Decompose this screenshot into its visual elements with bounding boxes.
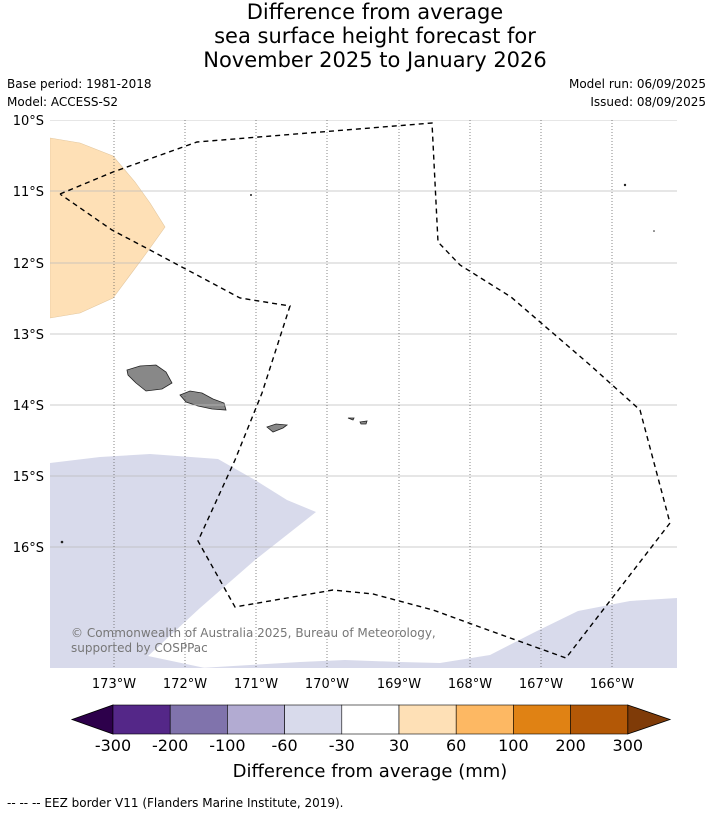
lon-label: 173°W <box>92 677 136 692</box>
meta-left: Base period: 1981-2018 Model: ACCESS-S2 <box>7 75 152 111</box>
lat-label: 12°S <box>13 257 44 272</box>
colorbar-tick-label: 200 <box>555 736 586 755</box>
colorbar-bin <box>284 704 343 735</box>
lon-label: 167°W <box>519 677 563 692</box>
colorbar-bin <box>570 704 629 735</box>
positive-anomaly-region <box>50 137 166 319</box>
land-ofu <box>347 417 355 421</box>
lat-label: 10°S <box>13 114 44 129</box>
negative-anomaly-region-south <box>200 598 677 668</box>
chart-title: Difference from average sea surface heig… <box>0 0 713 72</box>
colorbar-tick-label: 30 <box>388 736 410 755</box>
base-period: Base period: 1981-2018 <box>7 77 152 91</box>
land-islet-d <box>60 540 64 544</box>
land-islet-b <box>623 183 627 187</box>
colorbar-bin <box>513 704 571 735</box>
colorbar-tick-label: -60 <box>271 736 298 755</box>
graticule <box>50 120 677 668</box>
colorbar <box>70 704 672 735</box>
footnote: -- -- -- EEZ border V11 (Flanders Marine… <box>7 796 344 810</box>
lat-label: 11°S <box>13 185 44 200</box>
lon-label: 168°W <box>448 677 492 692</box>
colorbar-tick-label: -100 <box>209 736 246 755</box>
lat-label: 13°S <box>13 328 44 343</box>
model-run: Model run: 06/09/2025 <box>568 77 706 91</box>
land-islet-c <box>653 230 655 232</box>
land-tau <box>359 420 368 425</box>
title-line-2: sea surface height forecast for <box>214 24 536 48</box>
map-axes: 10°S 11°S 12°S 13°S 14°S 15°S 16°S 173°W 172°W 17… <box>13 114 635 692</box>
land-tutuila <box>266 423 289 433</box>
land-upolu <box>179 390 227 411</box>
negative-anomaly-region-west <box>50 454 316 668</box>
colorbar-bin <box>341 704 400 735</box>
colorbar-tick-label: 60 <box>446 736 467 755</box>
title-line-1: Difference from average <box>246 0 504 24</box>
colorbar-extend-min <box>70 704 114 735</box>
map-panel <box>50 120 677 668</box>
lat-label: 16°S <box>13 541 44 556</box>
colorbar-tick-label: -300 <box>94 736 132 755</box>
lon-label: 166°W <box>590 677 634 692</box>
colorbar-bin <box>112 704 171 735</box>
lat-label: 14°S <box>13 399 44 414</box>
colorbar-tick-label: 100 <box>498 736 529 755</box>
eez-border-samoa <box>59 122 671 659</box>
colorbar-title: Difference from average (mm) <box>232 761 508 782</box>
lon-label: 169°W <box>377 677 421 692</box>
meta-right: Model run: 06/09/2025 Issued: 08/09/2025 <box>569 75 706 111</box>
lat-label: 15°S <box>13 470 44 485</box>
colorbar-tick-label: -30 <box>328 736 355 755</box>
title-line-3: November 2025 to January 2026 <box>203 48 547 72</box>
copyright-notice: © Commonwealth of Australia 2025, Bureau… <box>71 626 436 655</box>
colorbar-bin <box>227 704 285 735</box>
colorbar-tick-label: -200 <box>152 736 189 755</box>
land-islet-a <box>250 194 252 196</box>
land-savaii <box>126 364 173 392</box>
lon-label: 170°W <box>305 677 349 692</box>
colorbar-bin <box>398 704 457 735</box>
colorbar-tick-label: 300 <box>612 736 644 755</box>
colorbar-extend-max <box>627 704 672 735</box>
model-name: Model: ACCESS-S2 <box>7 95 119 109</box>
lon-label: 171°W <box>234 677 278 692</box>
lon-label: 172°W <box>163 677 207 692</box>
colorbar-bin <box>169 704 228 735</box>
colorbar-bin <box>455 704 514 735</box>
issued-date: Issued: 08/09/2025 <box>590 95 706 109</box>
